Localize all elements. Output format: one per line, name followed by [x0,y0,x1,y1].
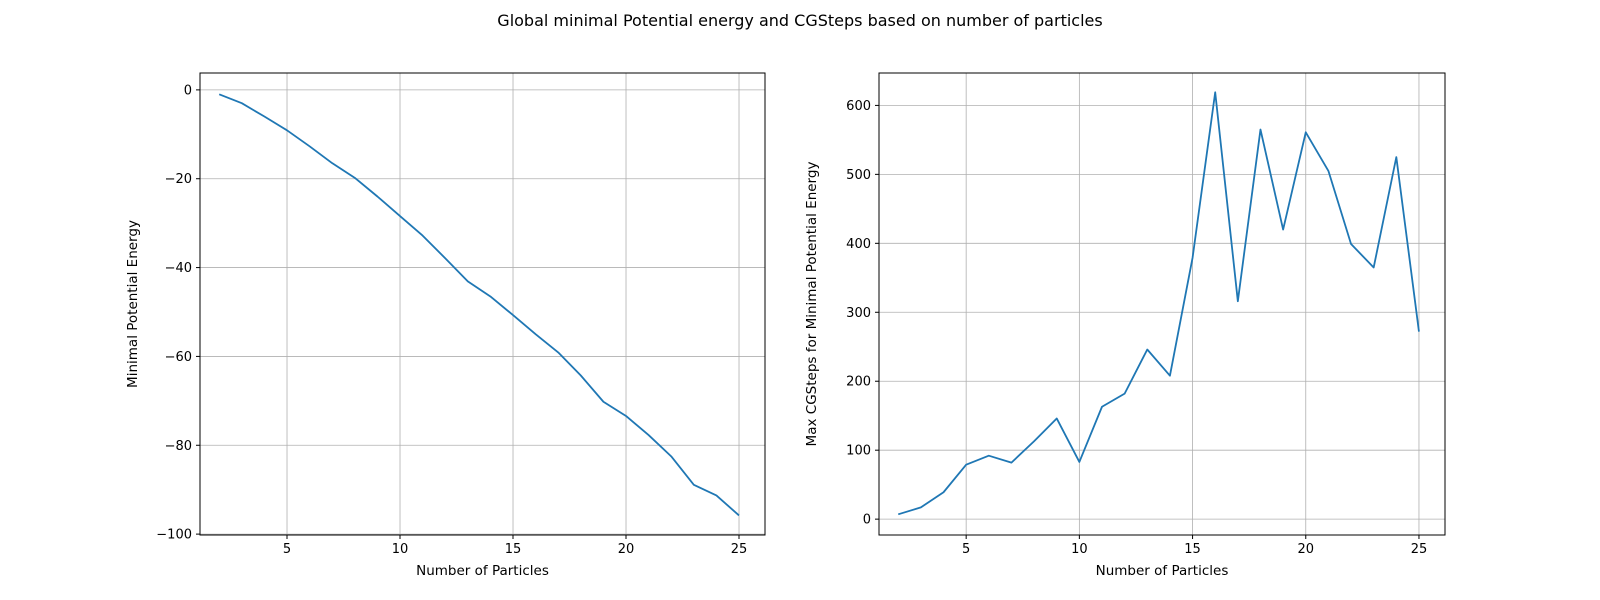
data-point [444,257,446,259]
data-point [715,494,717,496]
data-point [309,145,311,147]
data-point [965,464,967,466]
data-point [1010,462,1012,464]
data-point [920,506,922,508]
y-axis-label: Max CGSteps for Minimal Potential Energy [804,162,820,447]
data-point [648,434,650,436]
data-point [241,102,243,104]
y-tick-label: 0 [863,513,871,528]
y-tick-label: 300 [846,306,871,321]
x-tick-label: 10 [1071,542,1088,557]
data-point [693,484,695,486]
data-point [286,129,288,131]
x-tick-label: 20 [618,542,635,557]
x-tick-label: 15 [1184,542,1201,557]
data-point [1169,375,1171,377]
data-point [557,351,559,353]
data-point [218,93,220,95]
data-point [1395,156,1397,158]
data-point [1101,406,1103,408]
axes-frame [878,72,1446,536]
data-point [1078,461,1080,463]
y-tick-label: 200 [846,375,871,390]
y-tick-label: −60 [165,350,192,365]
data-point [489,295,491,297]
data-point [988,455,990,457]
data-point [512,314,514,316]
data-point [376,195,378,197]
axes-frame [199,72,766,536]
data-point [1418,331,1420,333]
x-tick-label: 5 [962,542,970,557]
y-tick-label: 100 [846,444,871,459]
data-point [354,177,356,179]
y-tick-label: −80 [165,439,192,454]
data-point [535,333,537,335]
data-point [1305,131,1307,133]
data-point [1146,349,1148,351]
y-tick-label: −40 [165,261,192,276]
data-point [738,514,740,516]
y-tick-label: −20 [165,172,192,187]
data-point [1350,243,1352,245]
y-tick-label: 600 [846,99,871,114]
data-point [1124,393,1126,395]
x-tick-label: 20 [1297,542,1314,557]
figure-title: Global minimal Potential energy and CGSt… [497,11,1102,30]
data-point [1259,129,1261,131]
data-point [897,513,899,515]
x-axis-label: Number of Particles [416,563,549,579]
x-tick-label: 10 [392,542,409,557]
data-point [670,455,672,457]
data-point [1056,417,1058,419]
series-line [897,91,1420,516]
data-point [1282,229,1284,231]
y-tick-label: −100 [156,528,192,543]
data-point [1327,170,1329,172]
data-point [263,116,265,118]
data-point [943,491,945,493]
chart-right: 5 10 15 20 25 0 100 200 300 400 500 600 Number of Pa… [804,72,1446,579]
series-line [218,93,740,517]
y-tick-label: 400 [846,237,871,252]
y-axis-label: Minimal Potential Energy [125,220,141,388]
y-tick-label: 500 [846,168,871,183]
data-point [625,415,627,417]
charts-container: 5 10 15 20 25 0 −20 −40 −60 −80 −100 Number of Part… [125,72,1446,579]
data-point [422,235,424,237]
data-point [1033,440,1035,442]
data-point [331,162,333,164]
data-point [602,401,604,403]
data-point [1192,257,1194,259]
data-point [580,375,582,377]
data-point [467,280,469,282]
y-tick-label: 0 [184,83,192,98]
x-tick-label: 25 [731,542,748,557]
x-tick-label: 15 [505,542,522,557]
data-point [1214,91,1216,93]
x-axis-label: Number of Particles [1096,563,1229,579]
chart-left: 5 10 15 20 25 0 −20 −40 −60 −80 −100 Number of Part… [125,72,766,579]
data-point [1373,266,1375,268]
x-tick-label: 5 [283,542,291,557]
data-point [1237,300,1239,302]
x-tick-label: 25 [1411,542,1428,557]
data-point [399,215,401,217]
